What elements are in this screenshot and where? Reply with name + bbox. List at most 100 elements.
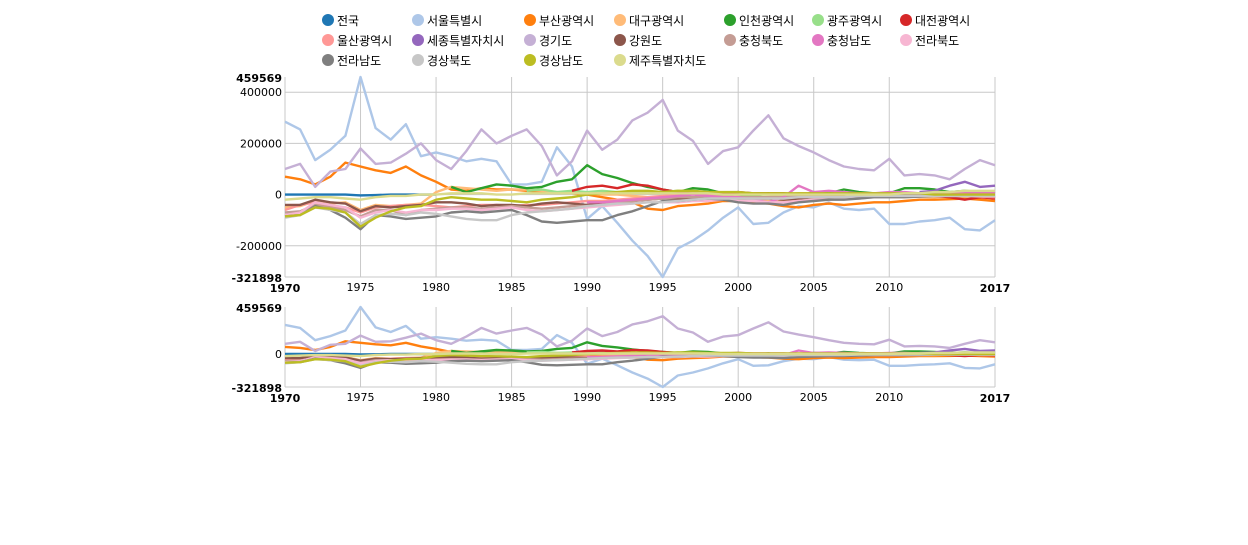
series-line <box>284 189 995 228</box>
series-line <box>284 98 996 189</box>
legend-swatch <box>322 14 334 26</box>
legend-swatch <box>412 54 424 66</box>
x-tick-label: 2000 <box>724 281 752 294</box>
legend-label: 충청남도 <box>827 33 872 48</box>
legend-label: 경기도 <box>539 33 573 48</box>
y-tick-label: 400000 <box>240 86 282 99</box>
legend-swatch <box>614 54 626 66</box>
x-tick-label: 1990 <box>573 391 601 404</box>
legend-item[interactable]: 전라북도 <box>900 30 959 50</box>
main-axes: 1975 1980 1985 1990 1995 2000 2005 2010 400000 20… <box>236 86 903 294</box>
legend-label: 세종특별자치시 <box>427 33 505 48</box>
main-ymin-label: -321898 <box>232 272 283 285</box>
legend-label: 인천광역시 <box>739 13 795 28</box>
legend-item[interactable]: 경기도 <box>524 30 572 50</box>
series-line <box>284 351 995 358</box>
legend-swatch <box>812 34 824 46</box>
legend-label: 부산광역시 <box>539 13 595 28</box>
legend-label: 충청북도 <box>739 33 784 48</box>
legend-item[interactable]: 광주광역시 <box>812 10 882 30</box>
legend-item[interactable]: 세종특별자치시 <box>412 30 504 50</box>
series-line <box>284 75 996 279</box>
x-tick-label: 1985 <box>498 391 526 404</box>
context-plot[interactable]: 1975 1980 1985 1990 1995 2000 2005 2010 0 459569… <box>232 302 1011 405</box>
x-tick-label: 1980 <box>422 391 450 404</box>
legend-swatch <box>900 34 912 46</box>
series-line <box>284 194 995 231</box>
x-tick-label: 1980 <box>422 281 450 294</box>
x-tick-label: 2005 <box>800 281 828 294</box>
series-line <box>919 180 996 194</box>
legend-item[interactable]: 전라남도 <box>322 50 381 70</box>
legend-label: 울산광역시 <box>337 33 393 48</box>
legend-item[interactable]: 강원도 <box>614 30 662 50</box>
series-line <box>284 194 995 226</box>
legend-label: 경상남도 <box>539 53 584 68</box>
legend-label: 전라남도 <box>337 53 382 68</box>
legend-swatch <box>322 34 334 46</box>
series-line <box>284 189 995 201</box>
legend-swatch <box>524 54 536 66</box>
series-line <box>284 305 996 389</box>
context-lines <box>284 305 996 389</box>
context-ymin-label: -321898 <box>232 382 283 395</box>
legend-swatch <box>812 14 824 26</box>
legend-item[interactable]: 서울특별시 <box>412 10 482 30</box>
x-tick-label: 1975 <box>347 281 375 294</box>
legend-swatch <box>724 14 736 26</box>
legend-swatch <box>724 34 736 46</box>
legend-item[interactable]: 대구광역시 <box>614 10 684 30</box>
legend-label: 전라북도 <box>915 33 960 48</box>
y-tick-label: -200000 <box>236 240 282 253</box>
legend-swatch <box>614 14 626 26</box>
x-tick-label: 1995 <box>649 391 677 404</box>
main-lines <box>284 75 996 279</box>
context-ymax-label: 459569 <box>236 302 282 315</box>
context-xstart-label: 1970 <box>270 392 301 405</box>
context-axes: 1975 1980 1985 1990 1995 2000 2005 2010 0 <box>275 348 903 404</box>
legend-label: 제주특별자치도 <box>629 53 707 68</box>
legend-item[interactable]: 인천광역시 <box>724 10 794 30</box>
legend-label: 광주광역시 <box>827 13 883 28</box>
x-tick-label: 1975 <box>347 391 375 404</box>
x-tick-label: 1990 <box>573 281 601 294</box>
legend-item[interactable]: 제주특별자치도 <box>614 50 706 70</box>
legend-swatch <box>524 14 536 26</box>
legend-item[interactable]: 울산광역시 <box>322 30 392 50</box>
legend-item[interactable]: 경상남도 <box>524 50 583 70</box>
series-line <box>284 315 996 353</box>
x-tick-label: 1985 <box>498 281 526 294</box>
x-tick-label: 2000 <box>724 391 752 404</box>
context-xend-label: 2017 <box>980 392 1011 405</box>
series-line <box>284 161 996 212</box>
legend-item[interactable]: 전국 <box>322 10 359 30</box>
legend-item[interactable]: 충청북도 <box>724 30 783 50</box>
legend-item[interactable]: 경상북도 <box>412 50 471 70</box>
legend-item[interactable]: 충청남도 <box>812 30 871 50</box>
y-tick-label: 0 <box>275 348 282 361</box>
legend-label: 대구광역시 <box>629 13 685 28</box>
main-xend-label: 2017 <box>980 282 1011 295</box>
legend-item[interactable]: 대전광역시 <box>900 10 970 30</box>
x-tick-label: 2010 <box>875 391 903 404</box>
x-tick-label: 1995 <box>649 281 677 294</box>
legend-label: 대전광역시 <box>915 13 971 28</box>
x-tick-label: 2005 <box>800 391 828 404</box>
legend-label: 전국 <box>337 13 360 28</box>
legend-swatch <box>412 14 424 26</box>
legend-item[interactable]: 부산광역시 <box>524 10 594 30</box>
legend-swatch <box>322 54 334 66</box>
main-xstart-label: 1970 <box>270 282 301 295</box>
main-plot: 1975 1980 1985 1990 1995 2000 2005 2010 400000 20… <box>232 72 1011 295</box>
x-tick-label: 2010 <box>875 281 903 294</box>
y-tick-label: 0 <box>275 189 282 202</box>
legend-swatch <box>524 34 536 46</box>
main-ymax-label: 459569 <box>236 72 282 85</box>
legend-swatch <box>614 34 626 46</box>
legend-swatch <box>900 14 912 26</box>
legend-label: 서울특별시 <box>427 13 483 28</box>
legend-swatch <box>412 34 424 46</box>
y-tick-label: 200000 <box>240 137 282 150</box>
